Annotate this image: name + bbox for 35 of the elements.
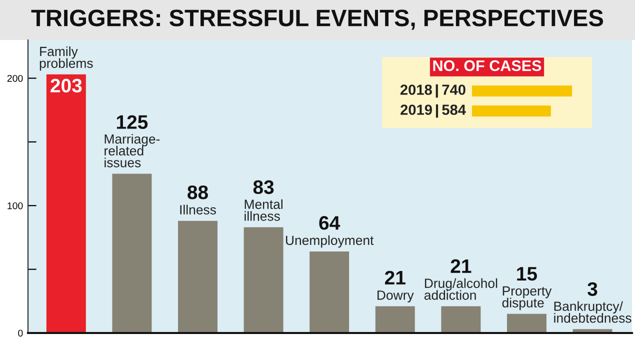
bar bbox=[244, 227, 284, 333]
data-label: 740 bbox=[442, 84, 466, 95]
annotation: Illness bbox=[180, 204, 216, 214]
y-tick-label: 0 bbox=[18, 330, 23, 337]
annotation: Property dispute bbox=[502, 286, 552, 310]
data-label: 125 bbox=[116, 115, 148, 129]
bar bbox=[178, 220, 218, 333]
data-label: 584 bbox=[442, 104, 466, 115]
bar bbox=[506, 314, 546, 333]
data-label: 3 bbox=[588, 282, 598, 296]
data-label: 203 bbox=[50, 78, 82, 93]
y-tick-label: 2019 bbox=[400, 104, 432, 115]
annotation: Mental illness bbox=[244, 199, 282, 221]
bar bbox=[46, 74, 86, 333]
y-tick-label: 100 bbox=[8, 202, 23, 210]
annotation: Unemployment bbox=[286, 235, 374, 248]
data-label: 88 bbox=[188, 185, 208, 200]
bar bbox=[441, 306, 481, 333]
data-label: 64 bbox=[319, 216, 340, 230]
data-label: 21 bbox=[385, 270, 406, 284]
bar bbox=[375, 306, 415, 333]
annotation: Family problems bbox=[40, 46, 93, 71]
y-tick-label: 2018 bbox=[400, 84, 432, 95]
chart-title: NO. OF CASES bbox=[433, 60, 542, 72]
y-tick-label: 200 bbox=[7, 74, 23, 82]
annotation: Marriage- related issues bbox=[104, 134, 160, 168]
data-label: 15 bbox=[517, 267, 537, 281]
annotation: Dowry bbox=[378, 290, 414, 302]
chart-title: TRIGGERS: STRESSFUL EVENTS, PERSPECTIVES bbox=[31, 10, 604, 30]
bar bbox=[310, 251, 350, 333]
annotation: Drug/alcohol addiction bbox=[424, 278, 498, 300]
data-label: 83 bbox=[253, 180, 274, 194]
data-label: 21 bbox=[450, 259, 472, 273]
bar bbox=[112, 174, 152, 333]
annotation: Bankruptcy/ indebtedness bbox=[554, 301, 632, 323]
